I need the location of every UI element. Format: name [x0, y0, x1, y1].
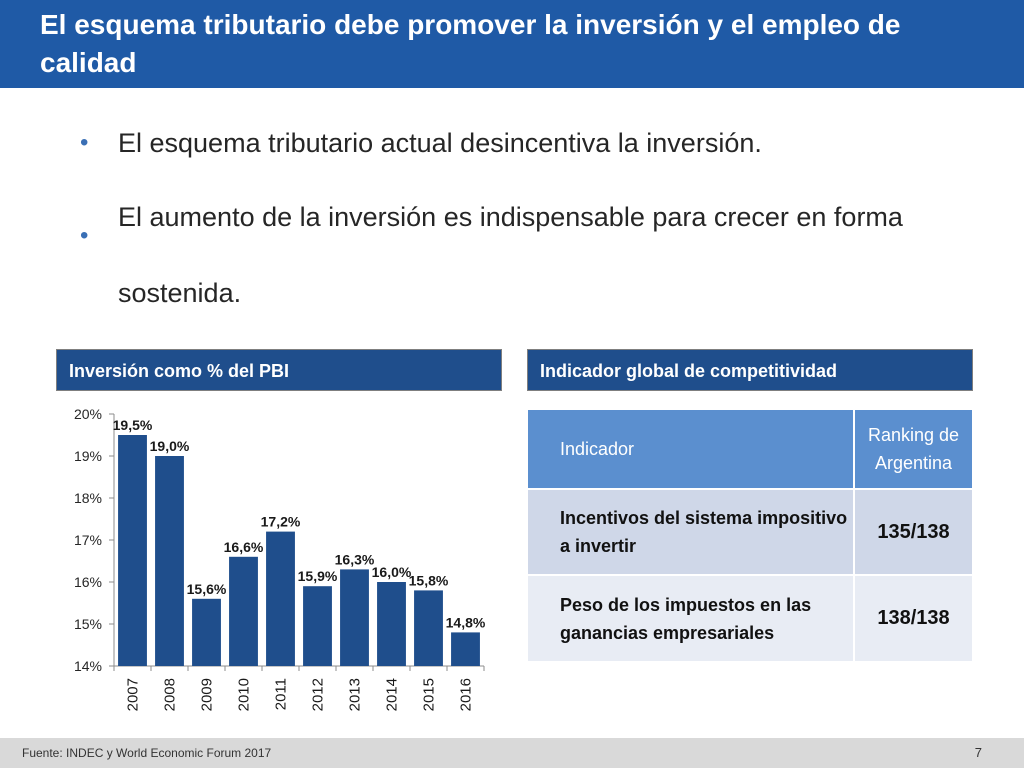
bullet-dot-icon: • [80, 222, 89, 249]
indicator-cell: Incentivos del sistema impositivo a inve… [528, 488, 854, 575]
bar-2012 [303, 586, 332, 666]
x-tick-label: 2010 [236, 678, 253, 711]
data-label: 14,8% [446, 614, 486, 630]
x-tick-label: 2016 [458, 678, 475, 711]
y-tick-label: 19% [74, 448, 102, 464]
table-row: Peso de los impuestos en las ganancias e… [528, 574, 972, 661]
x-tick-label: 2008 [162, 678, 179, 711]
data-label: 15,6% [187, 581, 227, 597]
data-label: 17,2% [261, 514, 301, 530]
x-tick-label: 2009 [199, 678, 216, 711]
indicator-cell: Peso de los impuestos en las ganancias e… [528, 574, 854, 661]
bar-2013 [340, 569, 369, 666]
bullet-item: • El aumento de la inversión es indispen… [80, 179, 980, 331]
table-header-row: Indicador Ranking de Argentina [528, 410, 972, 489]
bar-2016 [451, 632, 480, 666]
bar-2014 [377, 582, 406, 666]
bar-2009 [192, 598, 221, 666]
chart-panel-title: Inversión como % del PBI [56, 349, 502, 391]
bullet-item: • El esquema tributario actual desincent… [80, 124, 980, 162]
data-label: 19,0% [150, 438, 190, 454]
y-tick-label: 18% [74, 490, 102, 506]
investment-bar-chart: 14% 15% 16% 17% 18% 19% 20% 19,5% 2007 19,0% 2008 1… [74, 406, 486, 711]
ranking-cell: 138/138 [853, 574, 972, 661]
bullet-dot-icon: • [80, 129, 89, 156]
data-label: 16,6% [224, 539, 264, 555]
y-tick-label: 16% [74, 574, 102, 590]
data-label: 16,0% [372, 564, 412, 580]
competitiveness-table: Indicador Ranking de Argentina Incentivo… [528, 410, 972, 661]
table-panel-title: Indicador global de competitividad [527, 349, 973, 391]
slide-title: El esquema tributario debe promover la i… [40, 9, 901, 78]
bullet-text: El aumento de la inversión es indispensa… [118, 202, 903, 308]
bar-2007 [118, 435, 147, 666]
bar-2011 [266, 531, 295, 666]
data-label: 15,8% [409, 572, 449, 588]
x-tick-label: 2015 [421, 678, 438, 711]
page-number: 7 [974, 745, 982, 760]
x-tick-label: 2013 [347, 678, 364, 711]
header-indicator: Indicador [528, 410, 854, 489]
data-label: 19,5% [113, 417, 153, 433]
y-tick-label: 20% [74, 406, 102, 422]
bar-2010 [229, 556, 258, 666]
ranking-cell: 135/138 [853, 488, 972, 575]
x-tick-label: 2014 [384, 678, 401, 711]
x-tick-label: 2011 [273, 678, 290, 710]
bullet-list: • El esquema tributario actual desincent… [80, 124, 980, 331]
footer-bar: Fuente: INDEC y World Economic Forum 201… [0, 738, 1024, 768]
x-tick-label: 2012 [310, 678, 327, 711]
x-tick-label: 2007 [125, 678, 142, 711]
data-label: 16,3% [335, 551, 375, 567]
y-tick-label: 15% [74, 616, 102, 632]
table-row: Incentivos del sistema impositivo a inve… [528, 488, 972, 575]
header-ranking: Ranking de Argentina [853, 410, 972, 489]
footer-source: Fuente: INDEC y World Economic Forum 201… [22, 746, 272, 760]
data-label: 15,9% [298, 568, 338, 584]
bullet-text: El esquema tributario actual desincentiv… [118, 128, 762, 158]
y-tick-label: 14% [74, 658, 102, 674]
title-bar: El esquema tributario debe promover la i… [0, 0, 1024, 88]
bar-2015 [414, 590, 443, 666]
y-tick-label: 17% [74, 532, 102, 548]
bar-2008 [155, 456, 184, 666]
